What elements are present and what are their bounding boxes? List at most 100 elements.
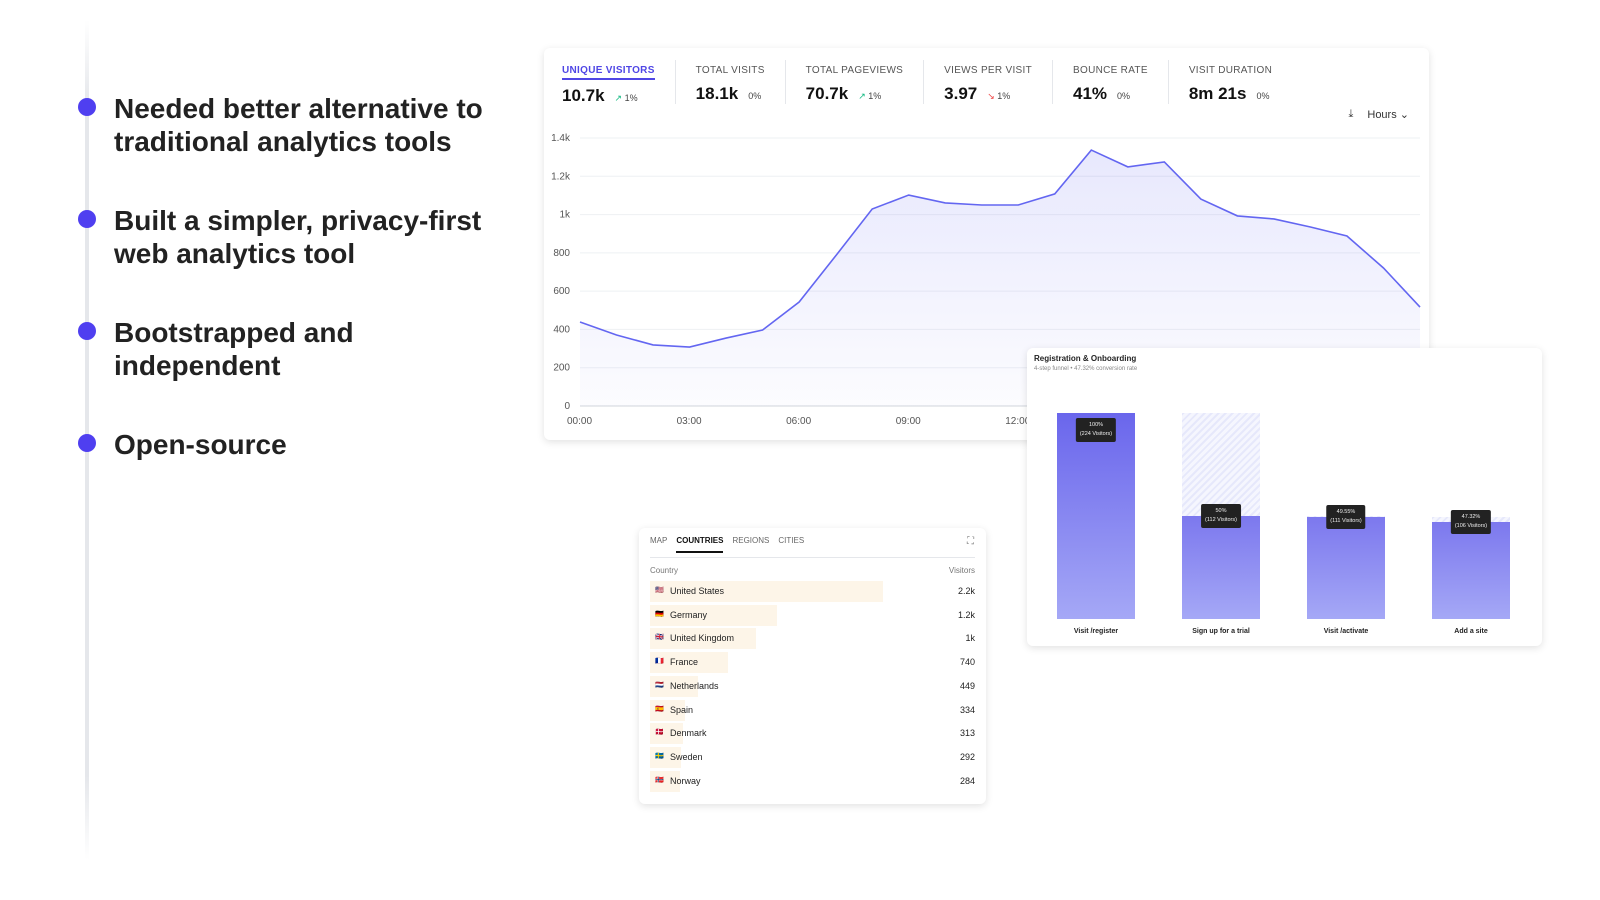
funnel-visitors: (106 Visitors) <box>1454 522 1488 529</box>
stat-change-value: 0% <box>1256 91 1270 101</box>
country-visitors: 1k <box>965 633 975 644</box>
visitor-bar <box>650 746 681 768</box>
stat-label[interactable]: VIEWS PER VISIT <box>944 65 1033 76</box>
stat-value: 18.1k <box>695 84 739 103</box>
stat-label[interactable]: VISIT DURATION <box>1188 65 1273 76</box>
country-visitors: 292 <box>959 751 975 762</box>
funnel-bar[interactable]: 100% (224 Visitors) <box>1057 413 1135 619</box>
bullet-dot-icon <box>78 434 96 452</box>
country-name: Sweden <box>670 751 703 762</box>
funnel-tooltip: 50% (112 Visitors) <box>1201 504 1241 528</box>
funnel-bar[interactable]: 47.32% (106 Visitors) <box>1432 509 1510 619</box>
y-tick-label: 1k <box>559 210 571 221</box>
stat-value: 41% <box>1073 84 1108 103</box>
funnel-tooltip: 100% (224 Visitors) <box>1075 418 1117 442</box>
stat-visit-duration[interactable]: VISIT DURATION 8m 21s 0% <box>1167 60 1292 104</box>
download-icon[interactable]: ⤓ <box>1348 108 1354 120</box>
interval-label[interactable]: Hours <box>1367 109 1397 121</box>
stat-change-value: 1% <box>624 93 638 103</box>
funnel-bar[interactable]: 50% (112 Visitors) <box>1182 504 1260 619</box>
stat-value-row: 10.7k ↗ 1% <box>562 86 655 106</box>
funnel-pct: 47.32% <box>1461 513 1481 520</box>
country-row[interactable]: 🇩🇰 Denmark 313 <box>650 723 975 745</box>
stat-label[interactable]: BOUNCE RATE <box>1073 65 1148 76</box>
country-visitors: 313 <box>959 728 975 739</box>
visitors-column-header: Visitors <box>948 566 975 575</box>
funnel-tooltip: 47.32% (106 Visitors) <box>1450 509 1492 534</box>
stat-value-row: 70.7k ↗ 1% <box>806 84 903 104</box>
funnel-step-label: Sign up for a trial <box>1192 628 1250 635</box>
funnel-bar[interactable]: 49.55% (111 Visitors) <box>1307 504 1385 619</box>
tab-regions[interactable]: REGIONS <box>732 536 770 545</box>
funnel-pct: 100% <box>1088 422 1104 428</box>
y-tick-label: 800 <box>553 248 570 259</box>
funnel-step-label: Visit /register <box>1073 628 1119 635</box>
expand-icon[interactable]: ⛶ <box>967 536 974 547</box>
bullet-item: Open-source <box>78 428 504 461</box>
interval-selector[interactable]: ⤓ Hours ⌄ <box>1348 108 1410 121</box>
bullet-text: Open-source <box>114 429 287 460</box>
countries-card: MAP COUNTRIES REGIONS CITIES ⛶ Country Visi… <box>639 528 986 804</box>
stat-change-value: 1% <box>868 91 882 101</box>
stat-total-pageviews[interactable]: TOTAL PAGEVIEWS 70.7k ↗ 1% <box>784 60 923 104</box>
country-visitors: 740 <box>959 657 975 668</box>
country-name: Germany <box>670 609 708 620</box>
country-name: Spain <box>670 704 694 715</box>
y-tick-label: 1.4k <box>551 133 571 144</box>
stat-value: 8m 21s <box>1188 84 1247 103</box>
funnel-visitors: (112 Visitors) <box>1205 517 1237 523</box>
country-name: United Kingdom <box>670 633 735 644</box>
country-name: France <box>670 657 699 668</box>
trend-down-icon: ↘ <box>987 91 998 101</box>
stat-value-row: 3.97 ↘ 1% <box>944 84 1032 104</box>
country-row[interactable]: 🇸🇪 Sweden 292 <box>650 746 975 768</box>
stat-unique-visitors[interactable]: UNIQUE VISITORS 10.7k ↗ 1% <box>562 60 675 106</box>
country-row[interactable]: 🇫🇷 France 740 <box>650 652 975 674</box>
y-tick-label: 200 <box>553 363 570 374</box>
visitor-bar <box>650 581 883 602</box>
country-row[interactable]: 🇪🇸 Spain 334 <box>650 699 975 721</box>
stat-label[interactable]: TOTAL VISITS <box>695 65 765 76</box>
visitor-bar <box>650 699 686 721</box>
stat-label[interactable]: TOTAL PAGEVIEWS <box>805 65 904 76</box>
tab-map[interactable]: MAP <box>650 536 668 545</box>
country-row[interactable]: 🇳🇴 Norway 284 <box>650 770 975 792</box>
stat-label[interactable]: UNIQUE VISITORS <box>562 65 655 80</box>
tab-countries[interactable]: COUNTRIES <box>676 536 724 553</box>
country-column-header: Country <box>650 566 679 575</box>
y-tick-label: 0 <box>564 401 570 412</box>
funnel-pct: 49.55% <box>1336 508 1356 515</box>
country-name: Denmark <box>670 728 707 739</box>
series-line <box>579 149 1421 348</box>
stat-views-per-visit[interactable]: VIEWS PER VISIT 3.97 ↘ 1% <box>923 60 1052 104</box>
stat-change: ↗ 1% <box>615 93 638 104</box>
funnel-visitors: (224 Visitors) <box>1079 431 1113 437</box>
stat-bounce-rate[interactable]: BOUNCE RATE 41% 0% <box>1052 60 1168 104</box>
funnel-bar-fill <box>1432 521 1510 619</box>
country-row[interactable]: 🇩🇪 Germany 1.2k <box>650 604 975 626</box>
flag-icon: 🇸🇪 <box>655 752 664 760</box>
funnel-tooltip: 49.55% (111 Visitors) <box>1326 504 1366 529</box>
stat-change: 0% <box>1256 91 1269 101</box>
visitor-bar <box>650 628 756 650</box>
stat-change: 0% <box>748 91 761 101</box>
country-row[interactable]: 🇺🇸 United States 2.2k <box>650 581 975 602</box>
visitor-bar <box>650 675 698 697</box>
funnel-step-label: Visit /activate <box>1323 628 1369 635</box>
stat-total-visits[interactable]: TOTAL VISITS 18.1k 0% <box>674 60 785 104</box>
country-row[interactable]: 🇬🇧 United Kingdom 1k <box>650 628 975 650</box>
tab-cities[interactable]: CITIES <box>778 536 805 545</box>
country-visitors: 449 <box>959 680 975 691</box>
country-visitors: 1.2k <box>957 609 975 620</box>
visitor-bar <box>650 604 778 626</box>
flag-icon: 🇳🇴 <box>655 776 664 784</box>
flag-icon: 🇳🇱 <box>655 681 664 689</box>
country-row[interactable]: 🇳🇱 Netherlands 449 <box>650 675 975 697</box>
y-tick-label: 400 <box>553 324 570 335</box>
country-name: Netherlands <box>670 680 719 691</box>
bullet-dot-icon <box>78 98 96 116</box>
funnel-bar-fill <box>1182 516 1260 619</box>
stat-value-row: 8m 21s 0% <box>1189 84 1272 104</box>
bullet-dot-icon <box>78 210 96 228</box>
country-visitors: 334 <box>959 704 975 715</box>
